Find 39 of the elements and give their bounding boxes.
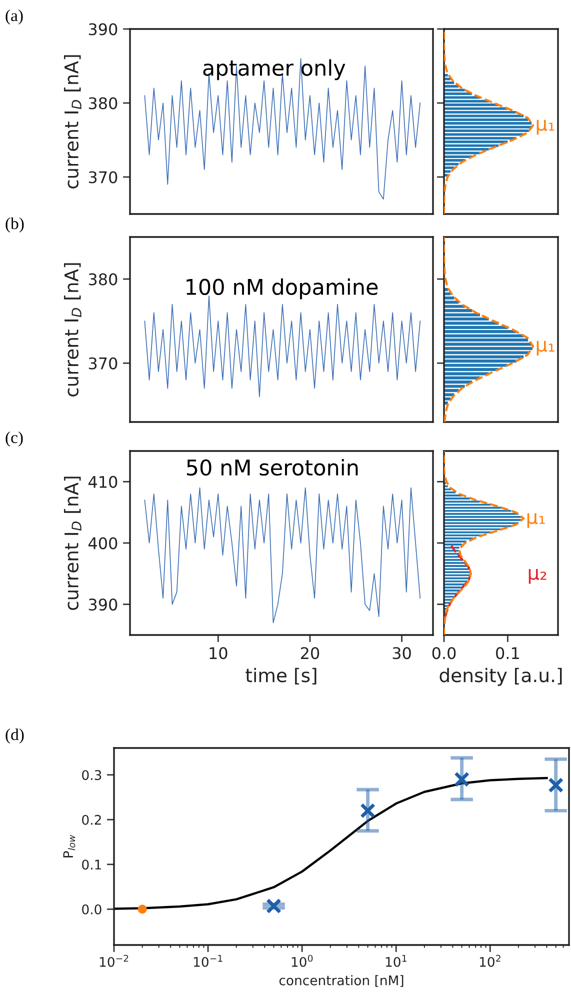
annotation: μ₂ xyxy=(528,569,546,584)
annotation: 50 nM serotonin xyxy=(186,458,358,476)
x-tick-label: 10$^{1}$ xyxy=(386,954,406,967)
y-tick-label: 370 xyxy=(88,357,118,370)
x-tick-label: 10$^{2}$ xyxy=(480,954,500,967)
text: μ₁ xyxy=(536,340,554,356)
y-axis-title: P$_{low}$ xyxy=(63,834,76,858)
y-tick-label: 0.0 xyxy=(82,904,102,914)
x-tick-label: 10$^{0}$ xyxy=(292,954,313,967)
y-axis-title: current I$_{D}$ [nA] xyxy=(64,263,82,397)
y-tick-label: 380 xyxy=(88,97,118,110)
y-tick-label: 410 xyxy=(88,476,118,488)
annotation: 100 nM dopamine xyxy=(186,278,378,300)
x-tick-label: 10$^{−1}$ xyxy=(194,954,222,967)
x-tick-label: 0.1 xyxy=(496,647,519,660)
y-tick-label: 400 xyxy=(88,537,118,550)
y-tick-label: 0.2 xyxy=(82,814,101,825)
y-tick-label: 380 xyxy=(88,273,118,286)
text: μ₁ xyxy=(536,120,554,135)
y-axis-title: current I$_{D}$ [nA] xyxy=(64,55,82,189)
x-tick-label: 20 xyxy=(300,647,320,660)
y-tick-label: 390 xyxy=(88,598,118,611)
y-axis-title: current I$_{D}$ [nA] xyxy=(64,476,82,610)
y-tick-label: 0.1 xyxy=(82,860,101,870)
text: (a) xyxy=(6,9,23,25)
text: (d) xyxy=(6,728,24,744)
x-tick-label: 10 xyxy=(210,647,228,660)
x-tick-label: 10$^{−2}$ xyxy=(100,954,128,967)
text: (b) xyxy=(6,217,24,233)
x-tick-label: 30 xyxy=(392,647,411,660)
x-axis-title: concentration [nM] xyxy=(279,975,404,987)
y-tick-label: 0.3 xyxy=(82,770,102,780)
y-tick-label: 390 xyxy=(88,23,118,36)
x-axis-title: density [a.u.] xyxy=(440,668,562,686)
x-tick-label: 0.0 xyxy=(432,647,456,660)
y-tick-label: 370 xyxy=(88,171,118,184)
annotation: μ₁ xyxy=(527,513,545,528)
x-axis-title: time [s] xyxy=(246,668,316,685)
text: (c) xyxy=(6,431,23,447)
